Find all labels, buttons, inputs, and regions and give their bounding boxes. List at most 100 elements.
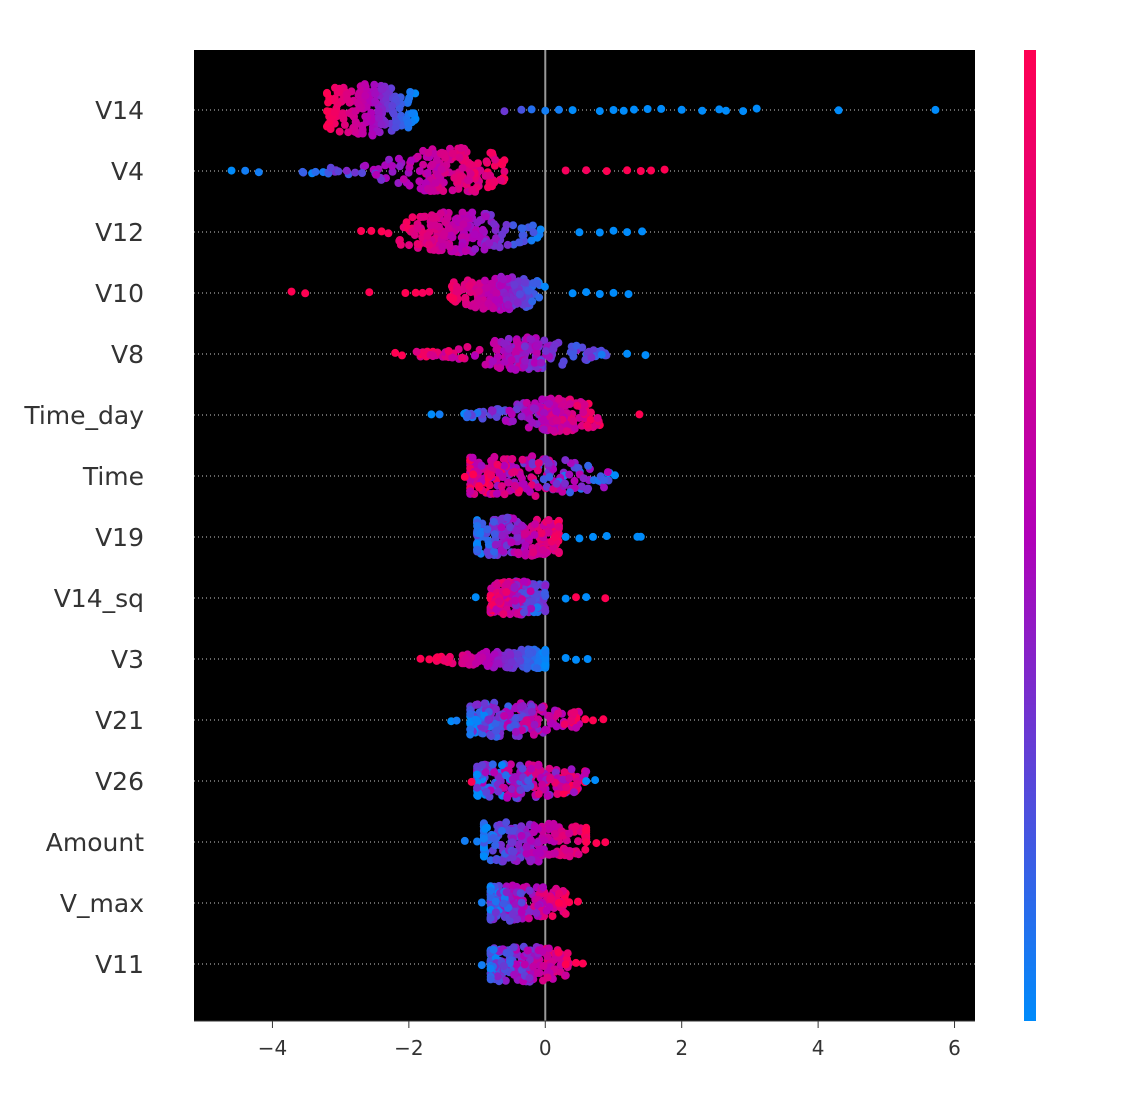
shap-point — [477, 961, 486, 970]
shap-point — [254, 168, 263, 177]
shap-point — [541, 661, 550, 670]
shap-point — [503, 513, 512, 522]
shap-point — [474, 159, 482, 168]
shap-point — [657, 104, 666, 113]
shap-point — [473, 783, 482, 792]
shap-point — [498, 761, 506, 770]
shap-point — [487, 406, 496, 415]
feature-label: V_max — [60, 889, 144, 918]
shap-point — [539, 546, 547, 554]
shap-point — [542, 906, 551, 915]
shap-point — [395, 236, 404, 245]
shap-point — [528, 458, 537, 467]
shap-point — [572, 958, 580, 967]
x-tick-label: 2 — [675, 1036, 688, 1060]
shap-point — [570, 423, 579, 432]
shap-point — [510, 970, 519, 979]
shap-point — [510, 721, 519, 729]
shap-point — [530, 530, 539, 539]
shap-point — [480, 852, 488, 861]
shap-point — [502, 588, 511, 596]
shap-point — [502, 220, 511, 229]
shap-point — [424, 148, 433, 157]
shap-point — [520, 530, 529, 538]
shap-point — [490, 650, 499, 659]
shap-point — [466, 730, 475, 739]
shap-point — [344, 128, 353, 137]
shap-point — [498, 473, 507, 481]
shap-point — [534, 761, 543, 770]
shap-point — [504, 300, 513, 309]
shap-point — [575, 534, 584, 543]
shap-point — [462, 300, 471, 309]
shap-point — [533, 968, 542, 977]
shap-point — [467, 160, 476, 169]
shap-point — [528, 418, 537, 427]
shap-point — [535, 293, 544, 302]
shap-point — [528, 221, 537, 230]
shap-point — [499, 455, 508, 464]
shap-point — [381, 161, 390, 170]
shap-point — [489, 357, 497, 366]
shap-point — [518, 764, 527, 773]
shap-point — [476, 529, 485, 538]
shap-point — [549, 819, 558, 828]
shap-point — [478, 653, 487, 662]
shap-point — [492, 605, 501, 614]
shap-point — [448, 353, 457, 362]
shap-point — [452, 287, 461, 296]
shap-point — [636, 167, 645, 175]
shap-point — [595, 290, 604, 298]
shap-point — [522, 716, 531, 725]
shap-point — [526, 836, 535, 845]
shap-point — [591, 776, 600, 785]
shap-point — [443, 214, 452, 222]
shap-point — [554, 948, 563, 957]
shap-point — [499, 610, 508, 619]
shap-point — [518, 726, 526, 735]
shap-point — [538, 395, 547, 404]
shap-point — [375, 114, 384, 123]
shap-point — [518, 455, 527, 464]
shap-point — [562, 427, 571, 436]
shap-point — [481, 768, 490, 777]
shap-point — [603, 468, 612, 477]
shap-point — [579, 474, 588, 483]
shap-point — [508, 417, 517, 426]
shap-point — [468, 208, 477, 217]
shap-point — [493, 972, 502, 981]
shap-point — [739, 107, 748, 116]
shap-point — [511, 773, 520, 781]
shap-point — [330, 108, 339, 116]
shap-point — [550, 849, 559, 858]
shap-point — [435, 410, 444, 419]
shap-point — [510, 481, 519, 490]
shap-point — [601, 838, 610, 847]
shap-point — [511, 348, 520, 357]
x-tick-label: 4 — [812, 1036, 825, 1060]
shap-point — [510, 281, 519, 289]
shap-point — [643, 105, 652, 113]
shap-point — [458, 163, 467, 172]
shap-point — [501, 416, 510, 425]
shap-point — [582, 777, 591, 786]
shap-point — [528, 297, 537, 306]
shap-point — [484, 715, 493, 724]
shap-point — [518, 521, 526, 530]
shap-point — [489, 517, 498, 526]
shap-point — [444, 347, 453, 355]
shap-point — [385, 155, 393, 164]
shap-point — [440, 655, 449, 664]
shap-point — [529, 548, 538, 557]
shap-point — [586, 408, 595, 417]
shap-point — [517, 831, 526, 840]
shap-point — [609, 226, 618, 235]
shap-point — [520, 577, 528, 586]
shap-point — [552, 407, 561, 416]
shap-point — [486, 730, 495, 739]
shap-point — [412, 347, 421, 356]
shap-point — [698, 106, 707, 115]
shap-point — [466, 709, 475, 718]
shap-point — [561, 479, 569, 488]
shap-point — [358, 169, 367, 177]
